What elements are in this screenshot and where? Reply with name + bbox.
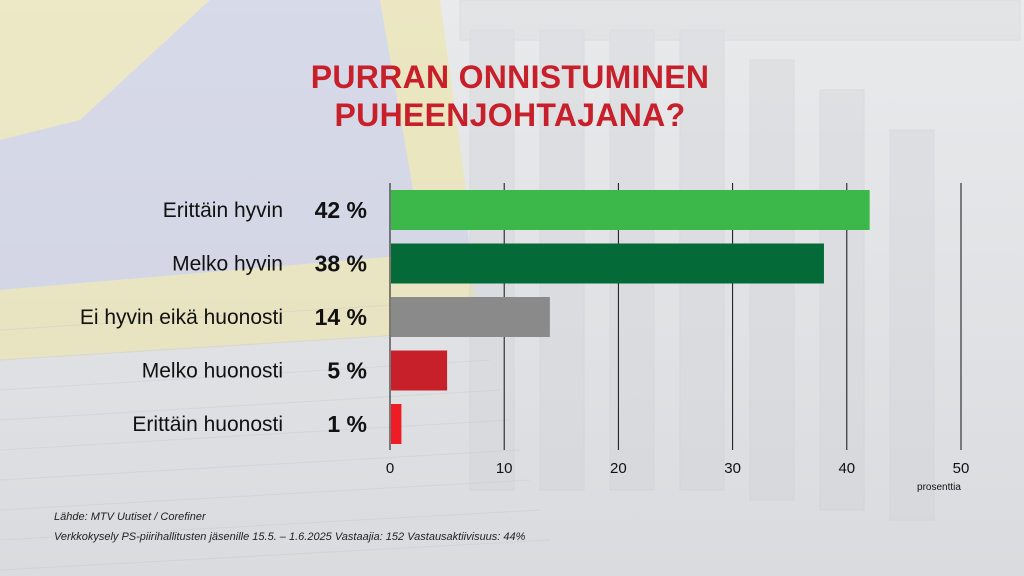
tick-label-40: 40 — [838, 460, 855, 477]
bar-4 — [391, 404, 402, 444]
banner-backdrop — [0, 0, 480, 360]
category-label-3: Melko huonosti — [142, 360, 283, 383]
value-label-0: 42 % — [315, 197, 367, 223]
tick-label-20: 20 — [610, 460, 627, 477]
category-label-0: Erittäin hyvin — [163, 199, 283, 222]
source-note: Lähde: MTV Uutiset / Corefiner Verkkokys… — [54, 507, 525, 547]
bar-0 — [391, 190, 870, 230]
value-label-3: 5 % — [327, 358, 367, 384]
source-line: Lähde: MTV Uutiset / Corefiner — [54, 511, 206, 523]
category-label-4: Erittäin huonosti — [132, 413, 283, 436]
title-line-2: PUHEENJOHTAJANA? — [334, 97, 686, 133]
tick-label-10: 10 — [496, 460, 513, 477]
title-line-1: PURRAN ONNISTUMINEN — [310, 59, 710, 95]
category-label-1: Melko hyvin — [172, 253, 283, 276]
category-label-2: Ei hyvin eikä huonosti — [80, 306, 283, 329]
tick-label-30: 30 — [724, 460, 741, 477]
bar-2 — [391, 297, 550, 337]
value-label-2: 14 % — [315, 304, 367, 330]
value-label-1: 38 % — [315, 251, 367, 277]
value-label-4: 1 % — [327, 411, 367, 437]
bar-1 — [391, 243, 824, 284]
tick-label-0: 0 — [386, 460, 394, 477]
chart-title: PURRAN ONNISTUMINEN PUHEENJOHTAJANA? — [300, 58, 720, 134]
tick-label-50: 50 — [953, 460, 970, 477]
bar-3 — [391, 350, 448, 391]
survey-details: Verkkokysely PS-piirihallitusten jäsenil… — [54, 531, 526, 543]
x-axis-label: prosenttia — [917, 482, 961, 493]
